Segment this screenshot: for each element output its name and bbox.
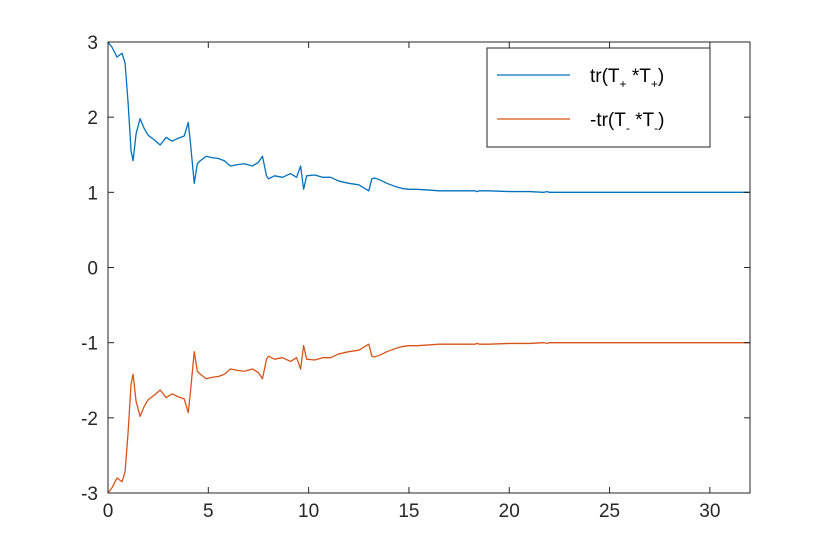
legend-label-1-sub2: + <box>651 77 658 91</box>
x-tick-label-15: 15 <box>398 501 419 522</box>
x-tick-label-30: 30 <box>699 501 720 522</box>
y-tick-label-2: 2 <box>87 108 98 129</box>
x-tick-label-0: 0 <box>103 501 114 522</box>
ticks-layer: 0 5 10 15 20 25 30 -3 -2 -1 0 1 2 3 <box>81 33 750 522</box>
legend-label-2-base: -tr(T <box>590 110 626 131</box>
x-tick-label-10: 10 <box>298 501 319 522</box>
legend-label-1-mid: *T <box>627 66 652 87</box>
series-line-2 <box>107 342 750 494</box>
x-tick-label-5: 5 <box>203 501 214 522</box>
legend-label-series-1: tr(T+ *T+) <box>590 66 664 91</box>
legend-label-2-end: ) <box>658 110 664 131</box>
legend-label-1-sub1: + <box>620 77 627 91</box>
legend-label-series-2: -tr(T- *T-) <box>590 110 664 135</box>
series-layer <box>107 41 750 494</box>
legend-label-2-sub2: - <box>654 121 658 135</box>
legend-box <box>486 47 711 148</box>
y-tick-label-1: 1 <box>87 183 98 204</box>
y-tick-label-3: 3 <box>87 33 98 54</box>
x-tick-label-20: 20 <box>499 501 520 522</box>
legend-label-1-end: ) <box>658 66 664 87</box>
y-tick-label--2: -2 <box>81 409 98 430</box>
legend-label-2-sub1: - <box>626 121 630 135</box>
y-tick-label--3: -3 <box>81 484 98 505</box>
legend-label-2-mid: *T <box>630 110 655 131</box>
y-tick-label-0: 0 <box>87 259 98 280</box>
y-tick-label--1: -1 <box>81 334 98 355</box>
legend-label-1-base: tr(T <box>590 66 620 87</box>
legend: tr(T+ *T+) -tr(T- *T-) <box>486 47 711 148</box>
x-tick-label-25: 25 <box>599 501 620 522</box>
series-line-1 <box>107 41 750 193</box>
